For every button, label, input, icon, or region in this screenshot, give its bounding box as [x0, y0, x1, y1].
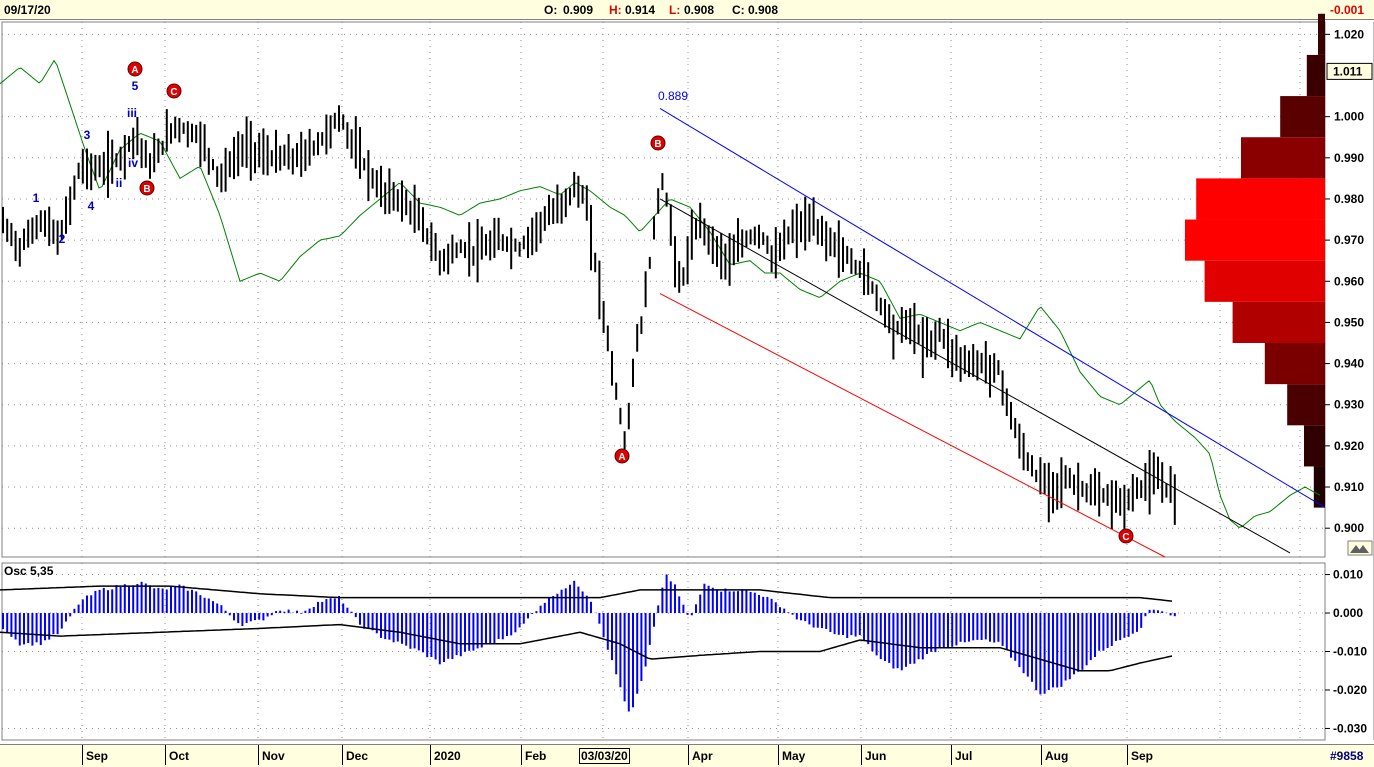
- last-price-label: 1.011: [1333, 64, 1363, 78]
- wave-count-label: 4: [88, 199, 95, 213]
- wave-count-label: 5: [132, 79, 139, 93]
- wave-marker-label: C: [170, 87, 177, 98]
- last-price-box: [1326, 62, 1373, 80]
- y-tick-label: 0.950: [1334, 315, 1364, 329]
- y-tick-label: 1.000: [1334, 110, 1364, 124]
- close-label: C:: [732, 3, 745, 17]
- wave-count-label: iv: [128, 156, 138, 170]
- channel-label: 0.889: [658, 89, 688, 103]
- volume-profile-bar: [1204, 260, 1325, 302]
- change-value: -0.001: [1330, 3, 1365, 17]
- wave-marker: [127, 61, 143, 77]
- month-label: 2020: [434, 749, 461, 763]
- month-label: Oct: [169, 749, 190, 763]
- osc-tick-label: -0.030: [1333, 721, 1367, 735]
- osc-band-line: [0, 623, 1173, 672]
- main-panel: [1, 21, 1326, 558]
- time-axis: Sep Oct Nov Dec 2020 Feb 03/03/20 Apr Ma…: [0, 744, 1374, 767]
- osc-tick-label: 0.010: [1333, 568, 1363, 582]
- osc-band-line: [0, 585, 1173, 602]
- volume-profile-bar: [1185, 219, 1325, 261]
- open-value: 0.909: [563, 3, 594, 17]
- volume-profile-bar: [1264, 343, 1325, 385]
- y-tick-label: 0.910: [1334, 480, 1364, 494]
- low-value: 0.908: [684, 3, 715, 17]
- volume-profile-bar: [1232, 301, 1325, 343]
- month-label: Apr: [692, 749, 713, 763]
- y-tick-label: 0.960: [1334, 274, 1364, 288]
- volume-profile-bar: [1241, 137, 1325, 179]
- channel-upper-line: [659, 107, 1326, 509]
- y-tick-label: 0.980: [1334, 192, 1364, 206]
- wave-marker: [650, 135, 666, 151]
- volume-profile-bar: [1318, 13, 1325, 55]
- volume-profile-bar: [1306, 54, 1325, 97]
- oscillator-title: Osc 5,35: [4, 564, 54, 578]
- high-value: 0.914: [625, 3, 656, 17]
- channel-mid-line: [659, 198, 1291, 554]
- y-tick-label: 0.990: [1334, 151, 1364, 165]
- volume-profile-bar: [1280, 96, 1325, 138]
- month-label: Aug: [1045, 749, 1069, 763]
- scale-icon-glyph: [1350, 545, 1369, 553]
- volume-profile-bar: [1304, 425, 1325, 467]
- open-label: O:: [544, 3, 558, 17]
- wave-marker: [1118, 528, 1134, 544]
- close-value: 0.908: [748, 3, 779, 17]
- osc-tick-label: 0.000: [1333, 606, 1363, 620]
- wave-marker-label: A: [131, 65, 138, 76]
- wave-marker: [614, 448, 630, 464]
- oscillator-panel: [1, 562, 1326, 741]
- month-label: Feb: [525, 749, 547, 763]
- symbol-label: #9858: [1330, 749, 1364, 763]
- wave-count-label: ii: [116, 176, 123, 190]
- month-label: Nov: [262, 749, 285, 763]
- month-label: Jun: [865, 749, 887, 763]
- y-tick-label: 0.970: [1334, 233, 1364, 247]
- channel-lower-line: [659, 293, 1166, 558]
- y-tick-label: 0.940: [1334, 357, 1364, 371]
- volume-profile-bar: [1196, 178, 1325, 220]
- wave-count-label: 1: [33, 191, 40, 205]
- wave-marker: [166, 83, 182, 99]
- low-label: L:: [669, 3, 681, 17]
- y-tick-label: 0.920: [1334, 439, 1364, 453]
- month-label: Dec: [346, 749, 369, 763]
- wave-marker-label: C: [1122, 532, 1129, 543]
- y-tick-label: 0.900: [1334, 521, 1364, 535]
- osc-tick-label: -0.020: [1333, 683, 1367, 697]
- wave-count-label: 2: [59, 232, 66, 246]
- y-tick-label: 1.020: [1334, 27, 1364, 41]
- wave-marker-label: A: [618, 452, 625, 463]
- month-label: Sep: [86, 749, 109, 763]
- quote-date: 09/17/20: [4, 3, 51, 17]
- y-tick-label: 0.930: [1334, 398, 1364, 412]
- moving-average-line: [0, 59, 1321, 528]
- high-label: H:: [609, 3, 622, 17]
- wave-count-label: iii: [127, 106, 137, 120]
- month-label: Sep: [1131, 749, 1154, 763]
- cursor-date: 03/03/20: [579, 748, 630, 764]
- month-label: May: [782, 749, 806, 763]
- month-label: Jul: [955, 749, 973, 763]
- volume-profile-bar: [1313, 466, 1325, 508]
- volume-profile-bar: [1287, 384, 1325, 426]
- wave-count-label: 3: [84, 128, 91, 142]
- wave-marker-label: B: [654, 139, 661, 150]
- wave-marker: [139, 180, 155, 196]
- osc-tick-label: -0.010: [1333, 645, 1367, 659]
- wave-marker-label: B: [143, 184, 150, 195]
- quote-bar: 09/17/20 O: 0.909 H: 0.914 L: 0.908 C: 0…: [0, 0, 1374, 20]
